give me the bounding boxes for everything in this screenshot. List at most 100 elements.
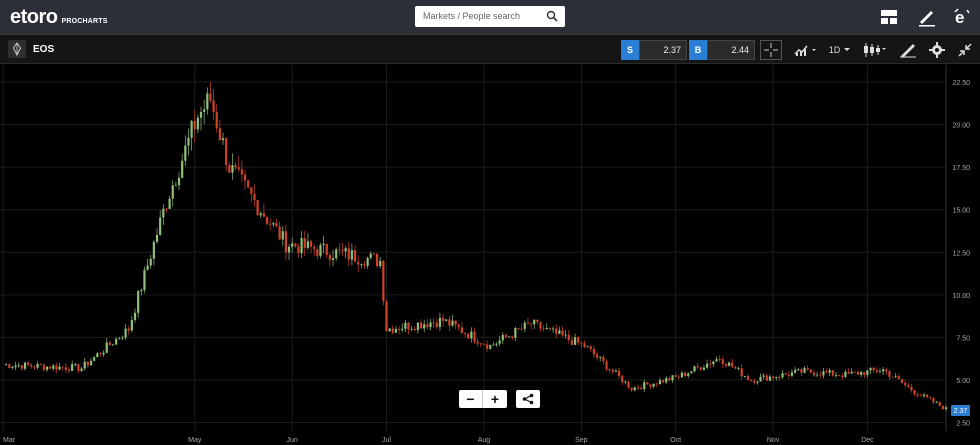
x-tick-label: Sep: [575, 437, 588, 444]
candle-body: [476, 341, 479, 344]
candle-body: [838, 375, 841, 376]
candle-body: [212, 100, 215, 113]
candle-body: [159, 217, 162, 235]
candle-body: [872, 367, 875, 371]
candle-body: [573, 337, 577, 345]
candle-body: [269, 223, 272, 225]
candle-body: [856, 372, 860, 375]
zoom-controls: − +: [459, 390, 507, 408]
candle-body: [834, 375, 838, 376]
candle-body: [127, 328, 130, 331]
etoro-e-icon[interactable]: e: [951, 6, 973, 28]
price-chart[interactable]: 2.50 5.00 7.50 10.00 12.50 15.00 17.50 20.00 22.…: [0, 65, 980, 445]
x-tick-label: Jun: [287, 437, 298, 444]
chart-type-button[interactable]: [862, 40, 888, 60]
candle-body: [42, 364, 45, 370]
candle-body: [599, 356, 602, 358]
candle-body: [52, 365, 55, 369]
candle-body: [231, 165, 234, 173]
y-tick-label: 12.50: [952, 250, 970, 257]
settings-button[interactable]: [926, 40, 948, 60]
candle-body: [77, 364, 80, 371]
candle-body: [709, 363, 712, 365]
candle-body: [636, 387, 640, 389]
candle-body: [353, 250, 357, 262]
candle-body: [350, 250, 354, 260]
candle-body: [558, 330, 561, 334]
candle-body: [916, 394, 919, 396]
search-placeholder: Markets / People search: [423, 11, 521, 21]
share-button[interactable]: [516, 390, 540, 408]
candle-body: [844, 371, 847, 378]
logo-subtext: PROCHARTS: [61, 17, 108, 25]
sell-button[interactable]: S 2.37: [621, 40, 687, 60]
candle-body: [413, 328, 416, 331]
search-icon[interactable]: [546, 10, 558, 22]
search-input[interactable]: Markets / People search: [415, 6, 565, 27]
top-bar: etoro PROCHARTS Markets / People search …: [0, 0, 980, 34]
crosshair-button[interactable]: [760, 40, 782, 60]
drawing-tools-button[interactable]: [897, 40, 919, 60]
candle-body: [728, 362, 731, 366]
candle-body: [690, 371, 693, 374]
candle-body: [215, 112, 218, 129]
edit-icon[interactable]: [916, 6, 938, 28]
candle-body: [309, 241, 313, 247]
candle-body: [451, 320, 454, 326]
zoom-out-button[interactable]: −: [459, 390, 483, 408]
candle-body: [221, 138, 225, 141]
buy-button[interactable]: B 2.44: [689, 40, 755, 60]
collapse-button[interactable]: [955, 40, 975, 60]
candle-body: [426, 324, 429, 328]
candle-body: [860, 372, 863, 375]
candle-body: [397, 329, 401, 330]
candle-body: [718, 359, 721, 360]
candle-body: [341, 250, 344, 252]
chevron-down-icon: [844, 48, 851, 51]
candle-body: [328, 255, 332, 260]
timeframe-select[interactable]: 1D: [828, 40, 852, 60]
candle-body: [199, 111, 203, 118]
candle-body: [234, 165, 237, 168]
candle-body: [177, 177, 181, 186]
candle-body: [542, 328, 545, 330]
layout-icon[interactable]: [878, 6, 900, 28]
candle-body: [526, 322, 530, 324]
candle-body: [467, 333, 470, 339]
candle-body: [240, 169, 243, 175]
candle-body: [668, 378, 671, 381]
candle-body: [470, 331, 473, 339]
candle-body: [382, 260, 385, 301]
candle-body: [589, 346, 592, 349]
logo-text: etoro: [10, 5, 58, 28]
candle-body: [366, 257, 369, 266]
indicators-button[interactable]: [792, 40, 820, 60]
candle-body: [775, 377, 778, 378]
candle-body: [394, 329, 398, 333]
candle-body: [49, 366, 52, 369]
candle-body: [800, 369, 803, 373]
candle-body: [137, 291, 140, 313]
candle-body: [885, 369, 888, 372]
candle-body: [133, 312, 137, 320]
zoom-in-button[interactable]: +: [490, 391, 500, 407]
candle-body: [768, 376, 772, 381]
candle-body: [83, 361, 86, 369]
candle-body: [866, 370, 869, 376]
candle-body: [567, 334, 570, 340]
candle-body: [586, 346, 589, 348]
candle-body: [888, 371, 891, 377]
etoro-logo[interactable]: etoro PROCHARTS: [10, 6, 108, 28]
candle-body: [605, 361, 608, 370]
candle-body: [551, 328, 555, 330]
x-tick-label: Dec: [861, 437, 874, 444]
candle-body: [58, 366, 61, 370]
candle-body: [369, 253, 372, 258]
candle-body: [932, 398, 935, 403]
candle-body: [595, 354, 599, 358]
candle-body: [5, 364, 8, 366]
candle-body: [564, 334, 567, 336]
candle-body: [539, 322, 542, 329]
candle-body: [423, 324, 426, 329]
candle-body: [11, 367, 14, 368]
